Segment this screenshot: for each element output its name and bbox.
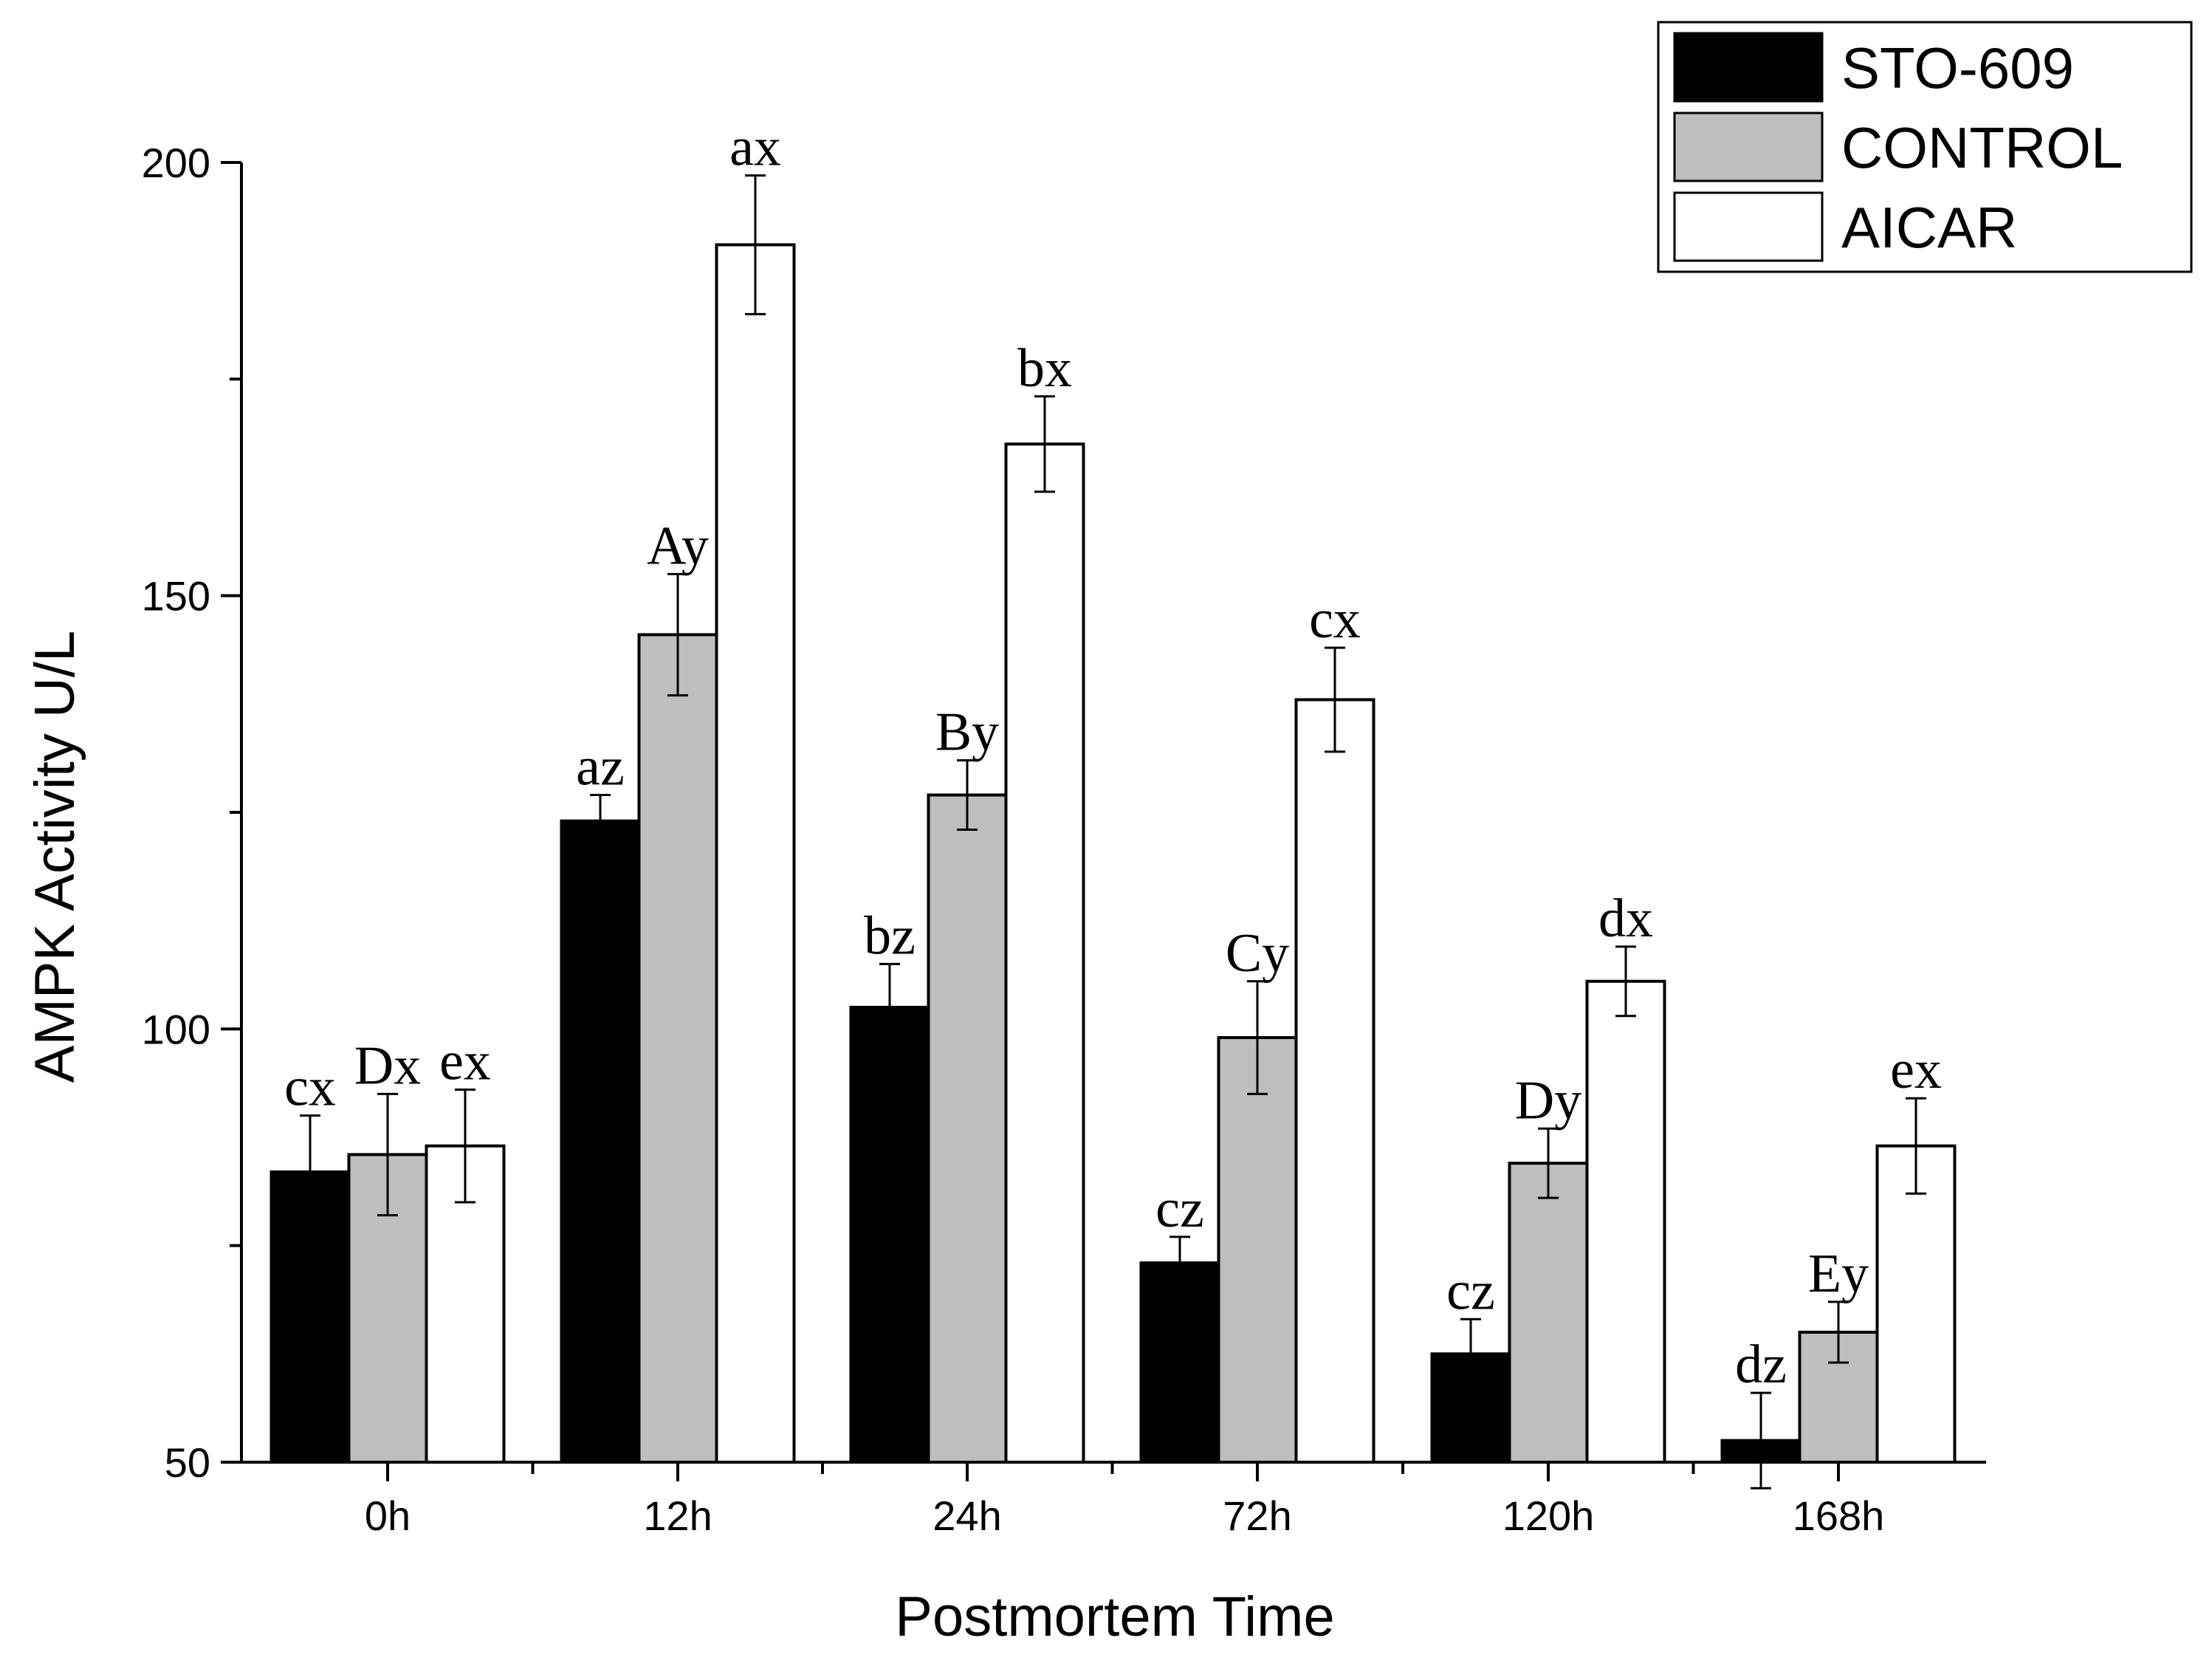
legend: STO-609 CONTROL AICAR — [1657, 21, 2193, 273]
sig-label-aicar-72h: cx — [1309, 589, 1361, 650]
sig-label-sto-609-120h: cz — [1446, 1261, 1495, 1321]
axes: 50 100 150 200 0h 12h 24h 72h 120h 168h — [142, 140, 1986, 1539]
bar-aicar-72h — [1294, 698, 1375, 1464]
error-bar-sto-609-168h — [1751, 1391, 1771, 1490]
legend-swatch-control — [1673, 112, 1824, 182]
error-bar-sto-609-72h — [1169, 1235, 1190, 1290]
sig-label-sto-609-24h: bz — [864, 905, 916, 966]
bar-sto-609-72h — [1139, 1261, 1220, 1464]
x-axis-title: Postmortem Time — [895, 1586, 1334, 1648]
sig-label-control-168h: Ey — [1808, 1244, 1869, 1304]
legend-label-aicar: AICAR — [1841, 195, 2017, 260]
bar-aicar-120h — [1585, 979, 1666, 1464]
sig-label-aicar-168h: ex — [1890, 1040, 1942, 1100]
legend-swatch-sto-609 — [1673, 32, 1824, 103]
x-tick-label-120h: 120h — [1502, 1492, 1595, 1539]
sig-label-aicar-120h: dx — [1598, 888, 1653, 949]
error-bar-control-168h — [1828, 1300, 1849, 1364]
sig-label-sto-609-72h: cz — [1155, 1179, 1204, 1239]
bar-control-72h — [1217, 1036, 1298, 1464]
error-bar-control-12h — [667, 572, 688, 697]
error-bar-aicar-168h — [1906, 1097, 1926, 1195]
sig-label-sto-609-12h: az — [576, 737, 625, 798]
sig-label-control-72h: Cy — [1226, 923, 1289, 984]
x-tick-label-168h: 168h — [1793, 1492, 1885, 1539]
x-tick-label-24h: 24h — [932, 1492, 1001, 1539]
bar-aicar-24h — [1004, 442, 1085, 1464]
error-bar-control-24h — [957, 759, 978, 831]
error-bar-sto-609-120h — [1460, 1317, 1481, 1390]
error-bar-aicar-12h — [745, 174, 766, 315]
bar-sto-609-24h — [849, 1006, 930, 1464]
error-bars — [300, 174, 1926, 1490]
legend-label-sto-609: STO-609 — [1841, 35, 2074, 100]
error-bar-sto-609-24h — [879, 962, 900, 1052]
x-tick-label-12h: 12h — [643, 1492, 712, 1539]
y-tick-label-150: 150 — [142, 573, 210, 620]
y-tick-label-200: 200 — [142, 140, 210, 186]
legend-label-control: CONTROL — [1841, 115, 2123, 180]
legend-swatch-aicar — [1673, 191, 1824, 262]
error-bar-control-0h — [377, 1092, 398, 1217]
sig-label-aicar-24h: bx — [1017, 338, 1072, 399]
x-tick-label-0h: 0h — [365, 1492, 411, 1539]
significance-labels: cx az bz cz cz dz Dx Ay By Cy Dy Ey ex ax bx cx dx ex — [284, 117, 1942, 1396]
sig-label-aicar-0h: ex — [439, 1031, 491, 1091]
bars — [269, 243, 1957, 1464]
sig-label-control-12h: Ay — [647, 515, 709, 576]
error-bar-aicar-72h — [1325, 646, 1345, 753]
sig-label-sto-609-168h: dz — [1735, 1334, 1787, 1395]
x-tick-label-72h: 72h — [1223, 1492, 1291, 1539]
bar-control-120h — [1508, 1162, 1589, 1464]
error-bar-aicar-0h — [455, 1088, 475, 1204]
sig-label-control-24h: By — [935, 702, 999, 763]
y-axis-title: AMPK Activity U/L — [24, 631, 86, 1083]
y-tick-label-100: 100 — [142, 1006, 210, 1052]
error-bar-control-120h — [1538, 1127, 1559, 1199]
error-bar-control-72h — [1247, 980, 1268, 1095]
bar-control-12h — [637, 633, 718, 1464]
sig-label-control-0h: Dx — [354, 1035, 421, 1096]
error-bar-sto-609-12h — [590, 794, 611, 849]
bar-sto-609-12h — [560, 819, 641, 1464]
sig-label-control-120h: Dy — [1515, 1070, 1581, 1131]
error-bar-aicar-24h — [1034, 395, 1055, 493]
error-bar-sto-609-0h — [300, 1114, 320, 1230]
bar-control-24h — [927, 793, 1008, 1464]
error-bar-aicar-120h — [1615, 945, 1636, 1018]
sig-label-aicar-12h: ax — [729, 117, 781, 178]
y-tick-label-50: 50 — [165, 1439, 210, 1486]
bar-aicar-12h — [715, 243, 796, 1464]
sig-label-sto-609-0h: cx — [284, 1057, 336, 1118]
